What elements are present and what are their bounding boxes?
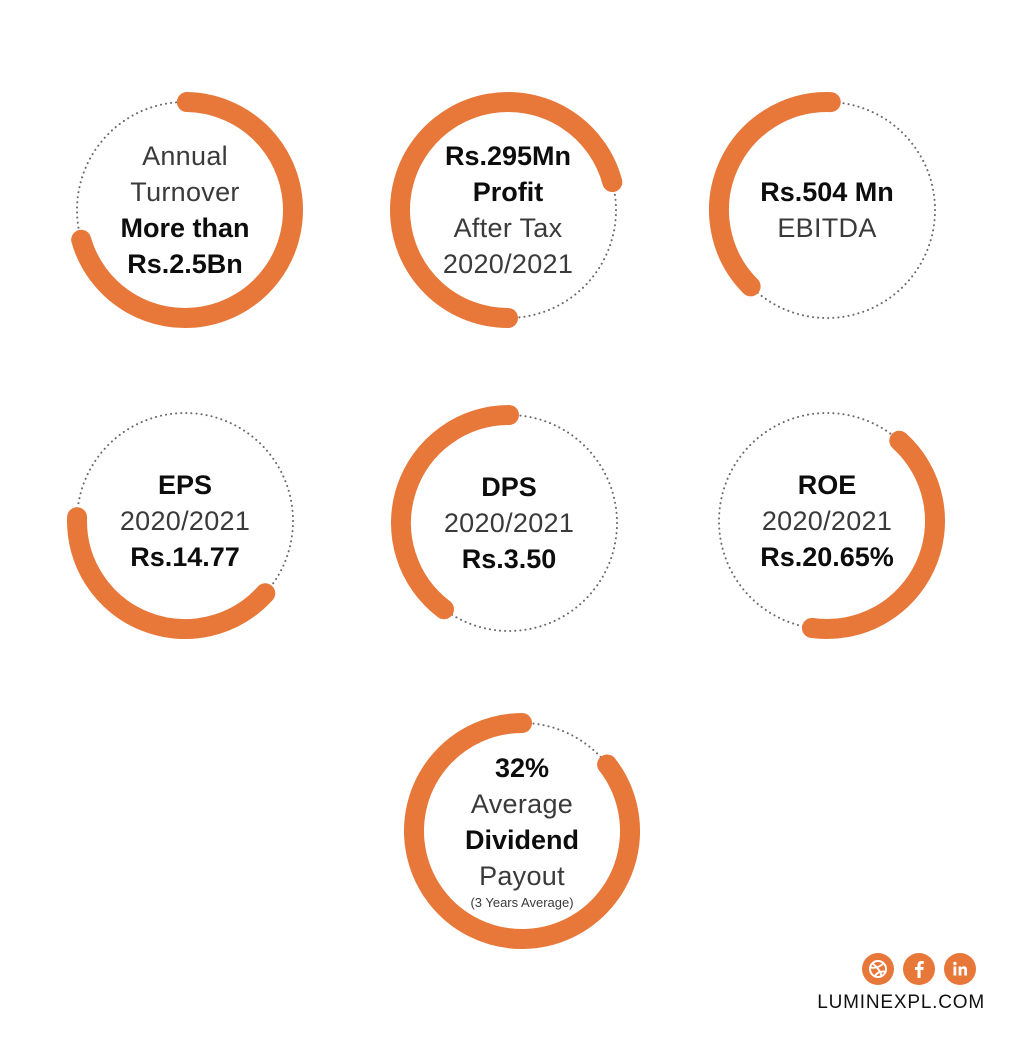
progress-arc bbox=[801, 430, 945, 639]
metric-line: Dividend bbox=[464, 825, 579, 855]
metric-profit-after-tax: Rs.295Mn Profit After Tax 2020/2021 bbox=[388, 90, 628, 330]
metric-line: Rs.14.77 bbox=[130, 542, 240, 572]
metric-label: DPS 2020/2021 Rs.3.50 bbox=[409, 423, 609, 623]
metric-label: Annual Turnover More than Rs.2.5Bn bbox=[85, 110, 285, 310]
metric-line: Annual bbox=[142, 141, 228, 171]
metric-label: 32% Average Dividend Payout (3 Years Ave… bbox=[422, 731, 622, 931]
metric-line: 2020/2021 bbox=[442, 249, 574, 279]
progress-ring bbox=[71, 92, 303, 328]
metric-line: More than bbox=[120, 213, 250, 243]
metric-footnote: (3 Years Average) bbox=[470, 895, 574, 910]
metric-line: 2020/2021 bbox=[443, 508, 575, 538]
metric-ebitda: Rs.504 Mn EBITDA bbox=[707, 90, 947, 330]
progress-ring bbox=[390, 92, 623, 328]
metric-line: After Tax bbox=[453, 213, 563, 243]
metric-line: Turnover bbox=[130, 177, 240, 207]
metric-line: Profit bbox=[472, 177, 544, 207]
metric-line: Rs.295Mn bbox=[444, 141, 572, 171]
metric-label: ROE 2020/2021 Rs.20.65% bbox=[727, 421, 927, 621]
dotted-track bbox=[718, 101, 936, 319]
metric-line: Rs.3.50 bbox=[461, 544, 557, 574]
metric-line: 2020/2021 bbox=[761, 506, 893, 536]
metric-line: EBITDA bbox=[777, 213, 877, 243]
metric-roe: ROE 2020/2021 Rs.20.65% bbox=[707, 401, 947, 641]
dotted-track bbox=[400, 414, 618, 632]
metric-line: EPS bbox=[157, 470, 213, 500]
facebook-icon[interactable] bbox=[903, 953, 935, 985]
metric-dps: DPS 2020/2021 Rs.3.50 bbox=[389, 403, 629, 643]
metric-label: EPS 2020/2021 Rs.14.77 bbox=[85, 421, 285, 621]
progress-ring bbox=[391, 405, 618, 632]
progress-ring bbox=[709, 92, 936, 319]
progress-ring bbox=[67, 412, 294, 639]
metric-line: Average bbox=[470, 789, 574, 819]
progress-arc bbox=[67, 507, 276, 639]
metric-line: Rs.504 Mn bbox=[760, 177, 894, 207]
social-links bbox=[862, 953, 976, 985]
progress-ring bbox=[718, 412, 945, 639]
linkedin-icon[interactable] bbox=[944, 953, 976, 985]
metric-label: Rs.504 Mn EBITDA bbox=[727, 110, 927, 310]
progress-arc bbox=[404, 713, 640, 949]
metric-line: ROE bbox=[797, 470, 857, 500]
progress-arc bbox=[709, 92, 841, 297]
metric-line: 2020/2021 bbox=[119, 506, 251, 536]
metric-label: Rs.295Mn Profit After Tax 2020/2021 bbox=[408, 110, 608, 310]
progress-arc bbox=[71, 92, 303, 328]
metric-line: Payout bbox=[479, 861, 565, 891]
progress-ring bbox=[404, 713, 640, 949]
metric-line: DPS bbox=[481, 472, 537, 502]
dotted-track bbox=[399, 101, 617, 319]
metric-eps: EPS 2020/2021 Rs.14.77 bbox=[65, 401, 305, 641]
metric-line: 32% bbox=[494, 753, 550, 783]
progress-arc bbox=[390, 92, 623, 328]
dotted-track bbox=[76, 412, 294, 630]
progress-arc bbox=[391, 405, 519, 620]
dribbble-icon[interactable] bbox=[862, 953, 894, 985]
metric-line: Rs.20.65% bbox=[760, 542, 894, 572]
website-url[interactable]: LUMINEXPL.COM bbox=[817, 992, 985, 1013]
metric-line: Rs.2.5Bn bbox=[127, 249, 243, 279]
metric-dividend-payout: 32% Average Dividend Payout (3 Years Ave… bbox=[402, 711, 642, 951]
metric-annual-turnover: Annual Turnover More than Rs.2.5Bn bbox=[65, 90, 305, 330]
